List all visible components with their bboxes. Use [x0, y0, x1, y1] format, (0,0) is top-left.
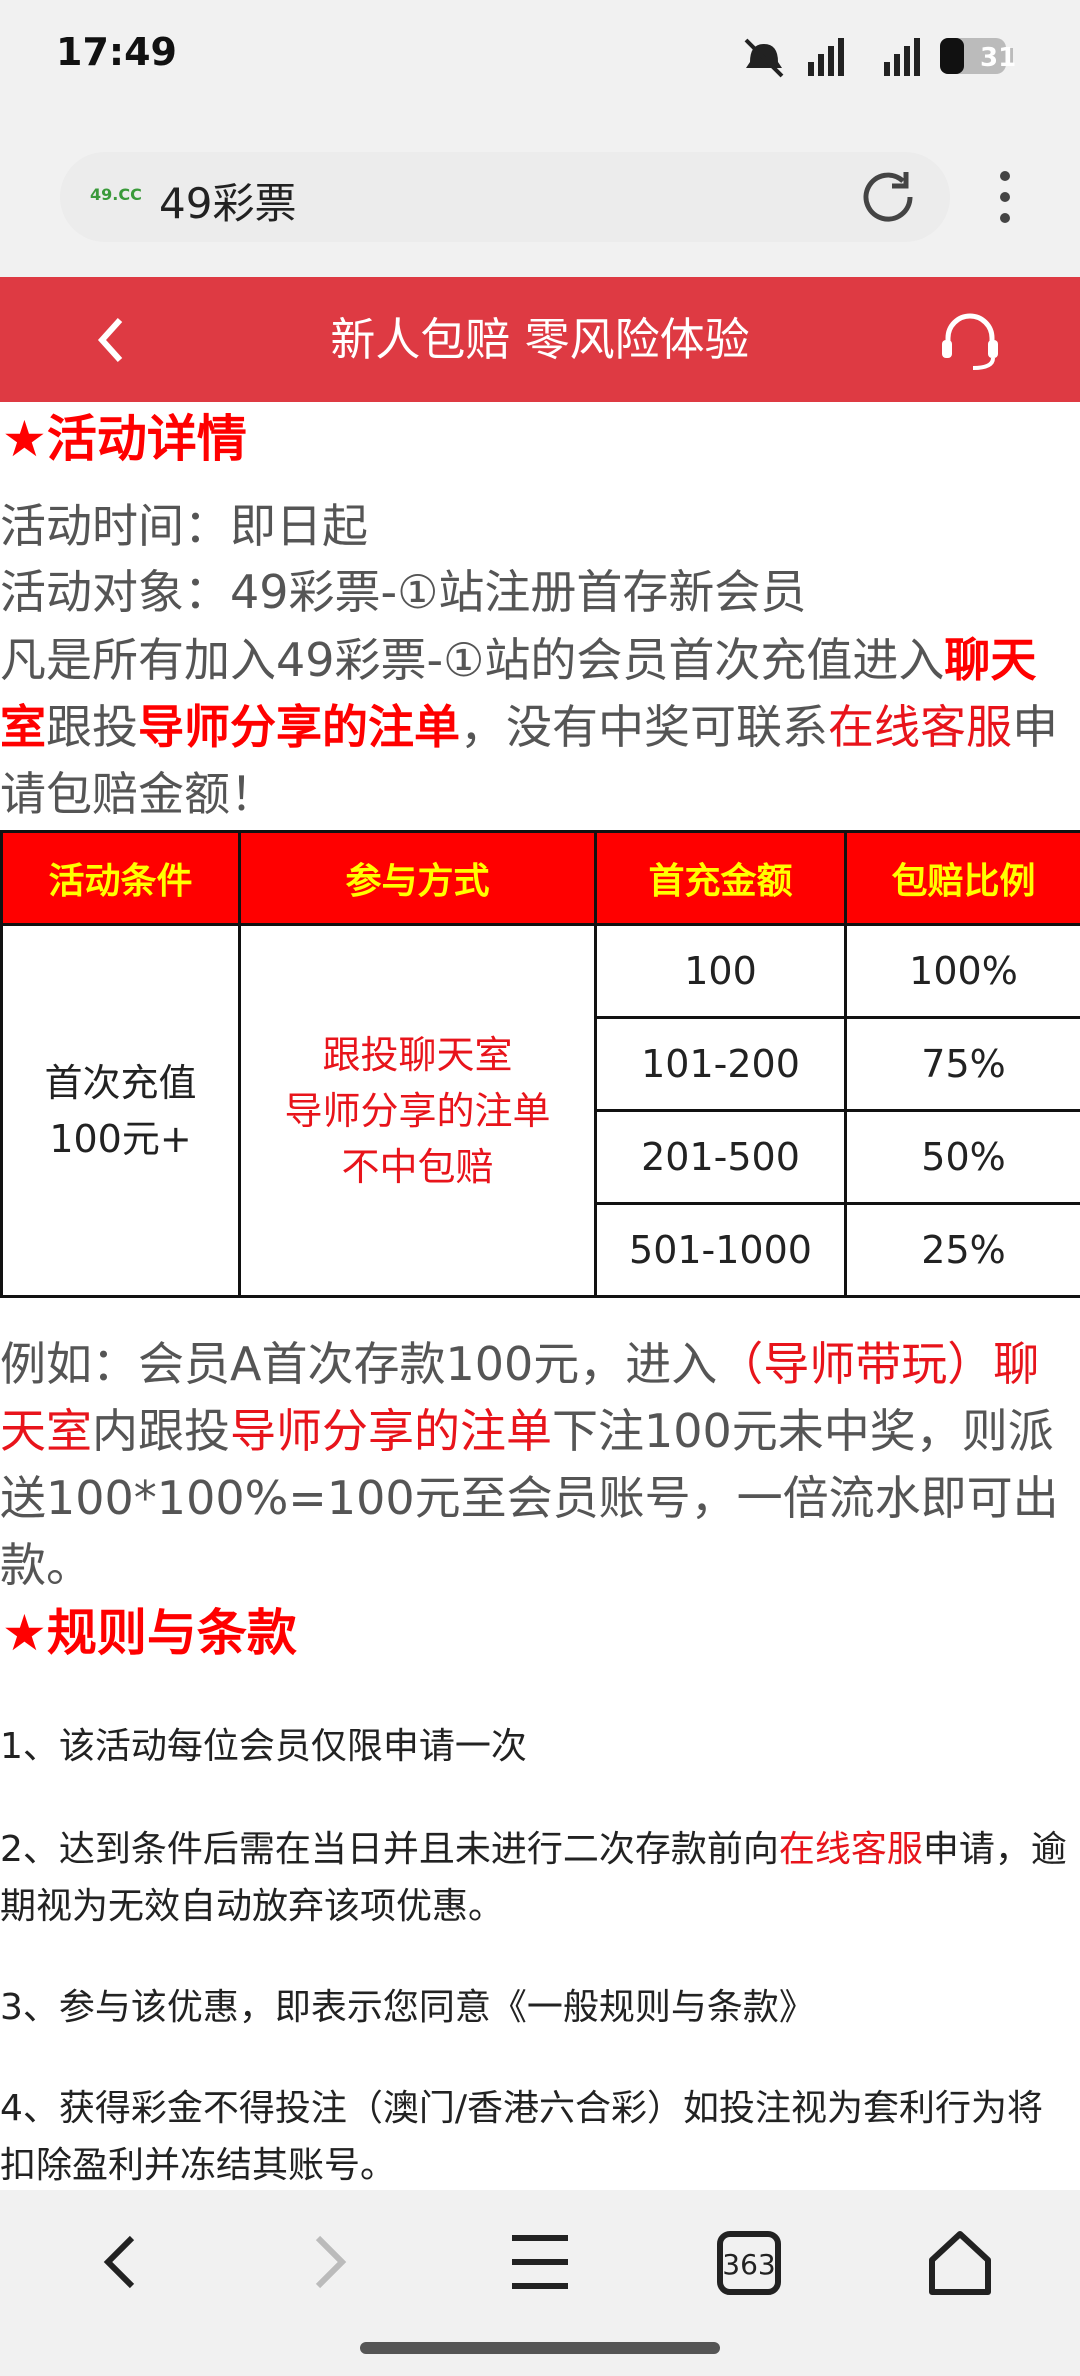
nav-menu[interactable]	[512, 2235, 568, 2289]
nav-forward[interactable]	[315, 2235, 347, 2289]
header-title: 新人包赔 零风险体验	[330, 313, 750, 366]
table-header: 包赔比例	[844, 830, 1080, 926]
header-icons	[97, 313, 998, 370]
reload-icon[interactable]	[863, 172, 913, 222]
page-header	[0, 277, 1080, 402]
text: 申请包赔金额！	[0, 700, 1058, 821]
method-cell: 跟投聊天室导师分享的注单 不中包赔	[238, 923, 597, 1298]
back-button[interactable]	[97, 317, 123, 363]
address-bar[interactable]	[60, 152, 950, 242]
text: 跟投	[46, 700, 138, 754]
ratio-cell: 100%	[844, 923, 1080, 1019]
table-header: 参与方式	[238, 830, 597, 926]
content: ★活动详情 活动时间：即日起 活动对象：49彩票-①站注册首存新会员 凡是所有加…	[0, 402, 1080, 2190]
amount-cell: 100	[594, 923, 847, 1019]
cell-text: 跟投聊天室	[322, 1032, 513, 1077]
amount-cell: 501-1000	[594, 1202, 847, 1298]
ratio-cell: 75%	[844, 1016, 1080, 1112]
highlight: 导师分享的注单	[230, 1404, 552, 1458]
rule: 4、获得彩金不得投注（澳门/香港六合彩）如投注视为套利行为将扣除盈利并冻结其账号…	[0, 2088, 1044, 2186]
nav-back[interactable]	[103, 2235, 135, 2289]
site-logo: 49.CC	[90, 185, 142, 204]
cell-text: 导师分享的注单	[284, 1088, 551, 1133]
cell-text: 100元+	[49, 1116, 192, 1161]
text: 例如：会员A首次存款100元，进入	[0, 1337, 718, 1391]
activity-time: 活动时间：即日起	[0, 499, 368, 553]
battery-level: 31	[980, 43, 1016, 73]
clock: 17:49	[56, 30, 177, 74]
status-icons: 31	[744, 38, 1016, 78]
condition-cell: 首次充值 100元+	[0, 923, 241, 1298]
link[interactable]: 在线客服	[778, 1829, 923, 1870]
promo-table: 活动条件 参与方式 首充金额 包赔比例 首次充值 100元+ 跟投聊天室导师分享的…	[0, 830, 1080, 1298]
text: 下注100元未中奖，则派送100*100%=100元至会员账号，一倍流水即可出款…	[0, 1404, 1059, 1592]
browser-actions	[863, 171, 1010, 223]
section-heading: ★活动详情	[2, 410, 247, 468]
tab-count: 363	[722, 2248, 775, 2281]
rule: 1、该活动每位会员仅限申请一次	[0, 1726, 527, 1767]
nav-tabs[interactable]	[717, 2231, 781, 2295]
highlight: （导师带玩）聊天室	[0, 1337, 1040, 1458]
home-indicator	[360, 2342, 720, 2354]
menu-icon[interactable]	[1000, 171, 1010, 181]
amount-cell: 101-200	[594, 1016, 847, 1112]
text: 申请，逾期视为无效自动放弃该项优惠。	[0, 1829, 1067, 1927]
section-heading: ★规则与条款	[2, 1604, 297, 1662]
nav-icons: 363	[103, 2231, 991, 2354]
rule: 2、达到条件后需在当日并且未进行二次存款前向在线客服申请，逾期视为无效自动放弃该…	[0, 1821, 1078, 1935]
example: 例如：会员A首次存款100元，进入（导师带玩）聊天室内跟投导师分享的注单下注10…	[0, 1331, 1080, 1599]
site-title[interactable]: 49彩票	[159, 179, 297, 228]
table-header: 首充金额	[594, 830, 847, 926]
amount-cell: 201-500	[594, 1109, 847, 1205]
cell-text: 首次充值	[44, 1060, 197, 1105]
text: 2、达到条件后需在当日并且未进行二次存款前向	[0, 1829, 779, 1870]
table-header: 活动条件	[0, 830, 241, 926]
cell-text: 不中包赔	[341, 1144, 494, 1189]
intro: 凡是所有加入49彩票-①站的会员首次充值进入聊天室跟投导师分享的注单，没有中奖可…	[0, 627, 1080, 828]
link[interactable]: 在线客服	[828, 700, 1012, 754]
highlight: 导师分享的注单	[138, 700, 460, 754]
ratio-cell: 25%	[844, 1202, 1080, 1298]
text: 内跟投	[92, 1404, 230, 1458]
highlight: 聊天室	[0, 633, 1037, 754]
nav-home[interactable]	[929, 2231, 991, 2295]
ratio-cell: 50%	[844, 1109, 1080, 1205]
activity-target: 活动对象：49彩票-①站注册首存新会员	[0, 565, 807, 619]
text: 凡是所有加入49彩票-①站的会员首次充值进入	[0, 633, 945, 687]
rule: 3、参与该优惠，即表示您同意《一般规则与条款》	[0, 1987, 815, 2028]
support-button[interactable]	[945, 313, 995, 344]
text: ，没有中奖可联系	[460, 700, 828, 754]
